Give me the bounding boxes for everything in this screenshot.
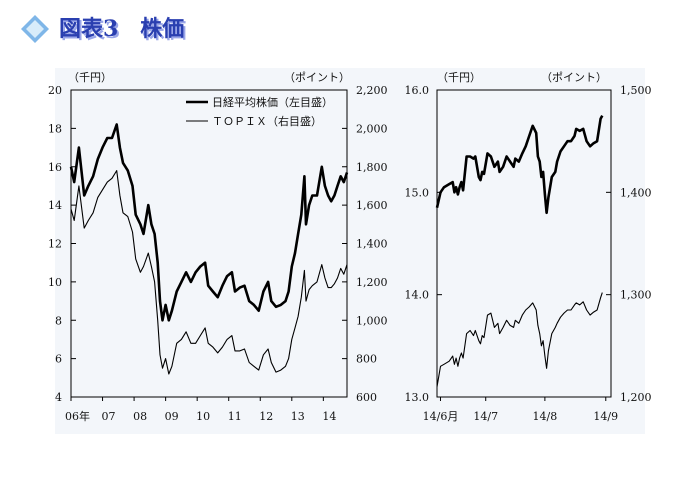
- right-tick-label: 1,800: [356, 161, 388, 174]
- left-tick-label: 14.0: [405, 289, 430, 302]
- x-tick-label: 14/8: [533, 410, 558, 423]
- page-title: 図表3 株価: [59, 16, 184, 42]
- x-tick-label: 14/7: [473, 410, 498, 423]
- left-tick-label: 15.0: [405, 186, 430, 199]
- x-tick-label: 08: [133, 410, 147, 423]
- left-tick-label: 18: [48, 122, 62, 135]
- chart-long-term: （千円） （ポイント） 20 18 16 14 12 10 8 6 4 2,200 2,000 1,800…: [48, 71, 388, 423]
- series-line-nikkei: [69, 123, 349, 322]
- title-bar: 図表3 株価 図表3 株価: [18, 12, 238, 46]
- x-tick-label: 06年: [65, 409, 90, 423]
- x-tick-label: 09: [165, 410, 179, 423]
- right-tick-label: 2,200: [356, 84, 388, 97]
- x-tick-label: 07: [102, 410, 116, 423]
- right-tick-label: 800: [356, 353, 377, 366]
- x-tick-label: 14: [322, 410, 336, 423]
- left-axis-unit: （千円）: [437, 71, 481, 84]
- left-tick-label: 8: [55, 314, 62, 327]
- x-tick-label: 11: [228, 410, 242, 423]
- left-axis-unit: （千円）: [68, 71, 112, 84]
- left-tick-label: 6: [55, 353, 62, 366]
- page-title-shadow: 図表3 株価: [61, 18, 186, 44]
- diamond-icon: [21, 15, 49, 43]
- right-tick-label: 1,600: [356, 199, 388, 212]
- right-axis-unit: （ポイント）: [541, 71, 607, 84]
- left-tick-label: 16: [48, 161, 62, 174]
- x-tick-label: 12: [259, 410, 273, 423]
- right-tick-label: 1,500: [620, 84, 652, 97]
- plot-frame: [436, 89, 612, 398]
- right-tick-label: 1,200: [620, 391, 652, 404]
- series-line-topix: [436, 292, 603, 387]
- right-tick-label: 1,300: [620, 289, 652, 302]
- legend-label: ＴＯＰＩＸ（右目盛）: [212, 114, 322, 128]
- left-tick-label: 13.0: [405, 391, 430, 404]
- legend-label: 日経平均株価（左目盛）: [212, 95, 333, 109]
- left-tick-label: 20: [48, 84, 62, 97]
- page-title-wrap: 図表3 株価 図表3 株価: [59, 16, 186, 44]
- left-tick-label: 16.0: [405, 84, 430, 97]
- x-tick-label: 10: [196, 410, 210, 423]
- x-tick-label: 13: [291, 410, 305, 423]
- right-tick-label: 1,400: [356, 238, 388, 251]
- right-tick-label: 1,200: [356, 276, 388, 289]
- panel-background: [55, 68, 645, 434]
- left-tick-label: 12: [48, 238, 62, 251]
- x-tick-label: 14/9: [593, 410, 618, 423]
- series-line-nikkei: [435, 114, 604, 215]
- right-tick-label: 2,000: [356, 122, 388, 135]
- right-axis-unit: （ポイント）: [284, 71, 350, 84]
- right-tick-label: 1,000: [356, 314, 388, 327]
- series-line-topix: [70, 170, 348, 375]
- x-tick-label: 14/6月: [423, 410, 459, 423]
- left-tick-label: 10: [48, 276, 62, 289]
- right-tick-label: 1,400: [620, 186, 652, 199]
- chart-recent: （千円） （ポイント） 16.0 15.0 14.0 13.0 1,500 1,400 1,30…: [405, 71, 652, 423]
- left-tick-label: 14: [48, 199, 62, 212]
- right-tick-label: 600: [356, 391, 377, 404]
- left-tick-label: 4: [55, 391, 62, 404]
